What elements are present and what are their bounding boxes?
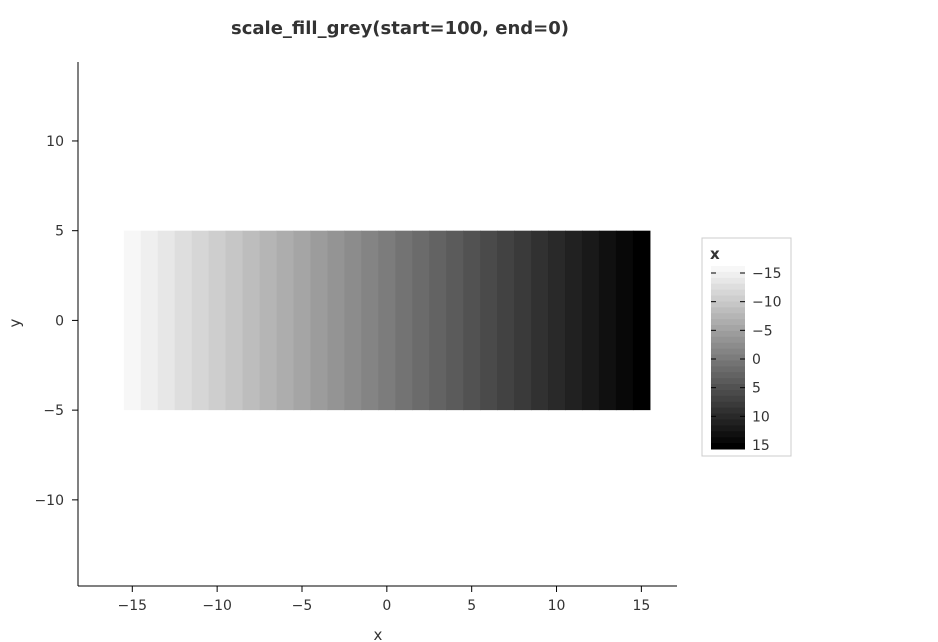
y-axis-label: y [6, 318, 24, 327]
legend-color-step [711, 384, 745, 391]
heatmap-cell [565, 230, 583, 411]
x-tick-label: 5 [467, 598, 476, 614]
legend-color-step [711, 431, 745, 438]
heatmap-cell [531, 230, 549, 411]
legend: x −15 −10 −5 0 5 10 15 [701, 237, 792, 457]
legend-color-step [711, 366, 745, 373]
legend-color-step [711, 395, 745, 403]
heatmap-cell [463, 230, 481, 411]
legend-color-step [711, 354, 745, 361]
legend-color-step [711, 336, 745, 344]
heatmap-cell [140, 230, 159, 411]
heatmap-cell [327, 230, 346, 411]
legend-color-step [711, 313, 745, 320]
heatmap-cell [446, 230, 464, 411]
legend-tick-label: 5 [752, 381, 761, 397]
legend-tick-label: 0 [752, 352, 761, 368]
legend-color-step [711, 348, 745, 356]
heatmap-cell [497, 230, 515, 411]
heatmap-cell [344, 230, 362, 411]
legend-title: x [710, 245, 720, 263]
heatmap-cell [123, 230, 142, 411]
heatmap-cell [378, 230, 396, 411]
legend-color-step [711, 301, 745, 308]
legend-color-step [711, 295, 745, 302]
legend-color-step [711, 378, 745, 385]
x-axis: −15 −10 −5 0 5 10 15 [78, 585, 677, 614]
heatmap-cell [480, 230, 498, 411]
y-tick-label: −10 [34, 493, 64, 509]
heatmap-cell [157, 230, 176, 411]
legend-tick-label: 15 [752, 438, 770, 454]
heatmap-cell [174, 230, 193, 411]
x-tick-label: 10 [548, 598, 566, 614]
heatmap-cell [412, 230, 430, 411]
legend-color-step [711, 389, 745, 397]
heatmap-cell [225, 230, 244, 411]
legend-color-step [711, 266, 745, 273]
legend-tick-label: −5 [752, 323, 773, 339]
x-tick-label: −10 [202, 598, 232, 614]
heatmap-cell [548, 230, 566, 411]
legend-color-step [711, 271, 745, 279]
heatmap-cells [123, 230, 651, 411]
x-tick-label: −15 [118, 598, 148, 614]
heatmap-cell [242, 230, 261, 411]
legend-color-step [711, 407, 745, 415]
heatmap-cell [276, 230, 295, 411]
heatmap-cell [598, 230, 617, 411]
heatmap-cell [395, 230, 413, 411]
legend-tick-label: −15 [752, 266, 782, 282]
legend-color-step [711, 425, 745, 432]
legend-tick-label: −10 [752, 295, 782, 311]
legend-color-step [711, 372, 745, 379]
legend-color-step [711, 330, 745, 338]
legend-color-step [711, 307, 745, 314]
legend-color-step [711, 413, 745, 420]
legend-color-step [711, 325, 745, 332]
heatmap-cell [191, 230, 210, 411]
legend-colorbar [711, 266, 745, 450]
plot-area: −15 −10 −5 0 5 10 15 −10 −5 0 5 10 [34, 62, 677, 614]
legend-tick-label: 10 [752, 409, 770, 425]
legend-color-step [711, 443, 745, 450]
heatmap-cell [429, 230, 447, 411]
y-tick-label: −5 [43, 403, 64, 419]
x-tick-label: 15 [632, 598, 650, 614]
y-tick-label: 5 [55, 224, 64, 240]
heatmap-cell [514, 230, 532, 411]
y-tick-label: 10 [46, 134, 64, 150]
heatmap-cell [632, 230, 651, 411]
legend-color-step [711, 360, 745, 367]
x-tick-label: 0 [382, 598, 391, 614]
heatmap-cell [208, 230, 227, 411]
legend-color-step [711, 342, 745, 350]
heatmap-cell [361, 230, 379, 411]
heatmap-cell [310, 230, 329, 411]
legend-color-step [711, 283, 745, 291]
heatmap-cell [581, 230, 600, 411]
heatmap-cell [293, 230, 312, 411]
x-axis-label: x [374, 626, 383, 642]
legend-color-step [711, 289, 745, 297]
y-tick-label: 0 [55, 313, 64, 329]
legend-color-step [711, 277, 745, 285]
x-tick-label: −5 [292, 598, 313, 614]
legend-ticks: −15 −10 −5 0 5 10 15 [711, 266, 782, 454]
heatmap-cell [259, 230, 278, 411]
legend-color-step [711, 437, 745, 444]
y-axis: −10 −5 0 5 10 [34, 62, 79, 586]
heatmap-cell [615, 230, 634, 411]
chart-title: scale_fill_grey(start=100, end=0) [231, 18, 569, 39]
legend-color-step [711, 401, 745, 409]
legend-color-step [711, 319, 745, 326]
legend-color-step [711, 419, 745, 426]
